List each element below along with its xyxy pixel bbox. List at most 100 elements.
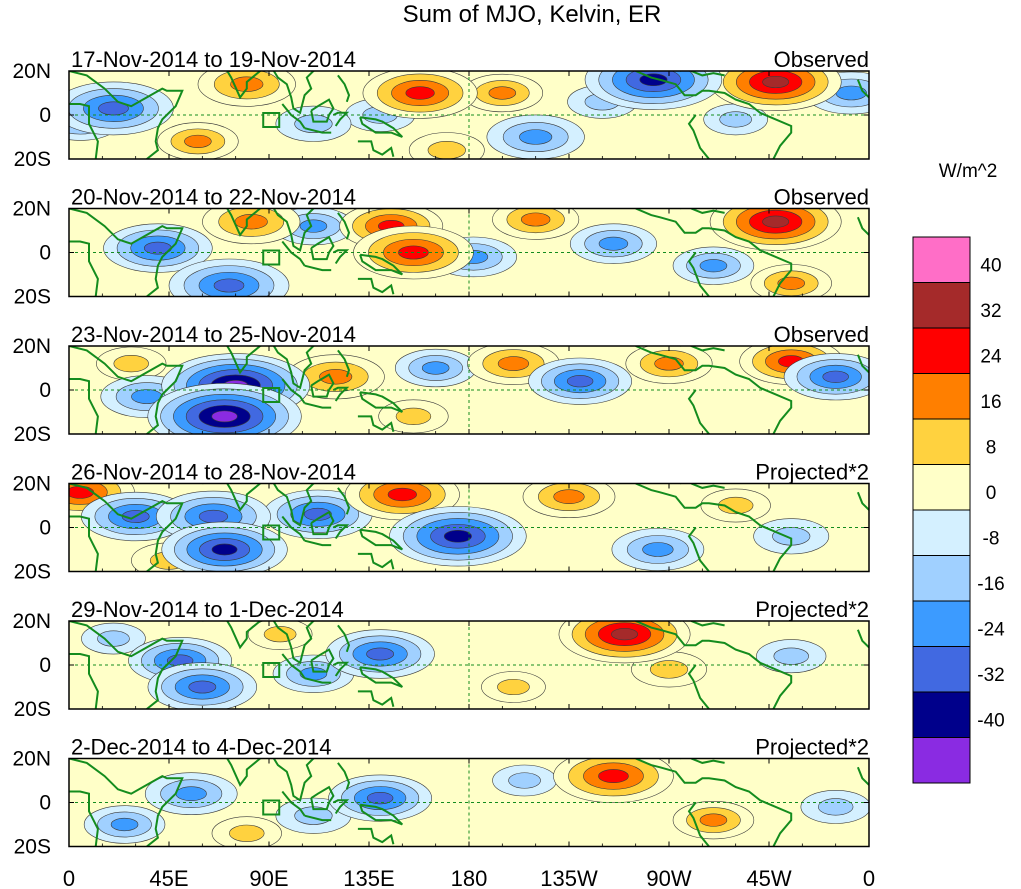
colorbar-swatch xyxy=(912,236,971,283)
y-tick-label: 20S xyxy=(14,148,51,171)
anomaly-contour xyxy=(519,129,553,145)
coastline xyxy=(69,208,184,297)
coastline xyxy=(337,762,351,790)
coastline xyxy=(310,785,335,811)
anomaly-contour xyxy=(566,375,594,388)
map-panel: 20N 0 20S 2-Dec-2014 to 4-Dec-2014 Projected… xyxy=(12,735,870,859)
colorbar-level-label: -8 xyxy=(983,529,1000,550)
coastline xyxy=(635,346,793,434)
coastline xyxy=(687,664,710,709)
coastline xyxy=(680,483,682,485)
map-panels: 20N 0 20S 17-Nov-2014 to 19-Nov-2014 Observe… xyxy=(12,47,870,859)
anomaly-contour xyxy=(113,355,149,373)
coastline xyxy=(304,539,332,547)
coastline xyxy=(281,103,306,129)
coastline xyxy=(281,240,306,267)
coastline xyxy=(635,71,793,159)
coastline xyxy=(690,71,725,77)
anomaly-contour xyxy=(213,278,245,293)
y-tick-label: 0 xyxy=(39,242,51,265)
anomaly-contour xyxy=(229,824,265,842)
coastline xyxy=(357,690,395,708)
anomaly-contour xyxy=(598,769,629,784)
coastline xyxy=(332,249,350,265)
colorbar-level-label: 0 xyxy=(986,483,997,504)
x-tick-label: 90E xyxy=(249,866,288,889)
coastline xyxy=(332,386,350,402)
anomaly-contour xyxy=(773,647,809,665)
coastline xyxy=(359,803,404,826)
anomaly-contour xyxy=(520,212,551,227)
panel-status-label: Observed xyxy=(774,185,869,210)
anomaly-contour xyxy=(188,680,217,694)
panel-period-label: 29-Nov-2014 to 1-Dec-2014 xyxy=(71,597,344,622)
panel-period-label: 2-Dec-2014 to 4-Dec-2014 xyxy=(71,735,331,760)
coastline xyxy=(635,483,793,572)
anomaly-contour xyxy=(642,542,674,557)
coastline xyxy=(202,758,315,802)
colorbar-swatch xyxy=(912,509,971,556)
coastline xyxy=(310,373,335,398)
x-tick-label: 180 xyxy=(451,866,488,889)
colorbar-level-label: 32 xyxy=(980,301,1001,322)
panel-period-label: 23-Nov-2014 to 25-Nov-2014 xyxy=(71,322,356,347)
anomaly-contour xyxy=(303,507,332,521)
coastline xyxy=(332,799,350,815)
anomaly-contour xyxy=(719,111,752,128)
panel-status-label: Projected*2 xyxy=(755,735,869,760)
coastline xyxy=(304,264,332,272)
y-tick-label: 20N xyxy=(12,60,51,83)
anomaly-contour xyxy=(427,141,466,159)
y-tick-label: 20S xyxy=(14,423,51,446)
y-tick-label: 20N xyxy=(12,198,51,221)
anomaly-contour xyxy=(69,485,95,499)
colorbar-level-label: -32 xyxy=(977,665,1004,686)
coastline xyxy=(635,621,793,709)
colorbar-swatch xyxy=(912,373,971,420)
coastline xyxy=(856,354,869,374)
reference-box xyxy=(262,799,281,816)
anomaly-contour xyxy=(699,813,728,827)
panel-period-label: 20-Nov-2014 to 22-Nov-2014 xyxy=(71,185,356,210)
coastline xyxy=(304,677,332,684)
anomaly-contour xyxy=(488,86,517,100)
colorbar-swatch xyxy=(912,327,971,374)
coastline xyxy=(69,483,184,572)
coastline xyxy=(680,208,682,210)
y-tick-label: 20N xyxy=(12,748,51,771)
coastline xyxy=(69,621,184,709)
x-tick-label: 45E xyxy=(149,866,188,889)
coastline xyxy=(357,827,395,845)
colorbar-swatch xyxy=(912,737,971,784)
colorbar-swatch xyxy=(912,555,971,602)
anomaly-field xyxy=(69,71,869,159)
coastline xyxy=(281,790,306,817)
coastline xyxy=(680,346,682,347)
y-tick-label: 20N xyxy=(12,335,51,358)
x-tick-label: 90W xyxy=(646,866,691,889)
colorbar-level-label: 24 xyxy=(980,347,1002,368)
y-tick-label: 0 xyxy=(39,792,51,815)
anomaly-contour xyxy=(497,678,530,696)
x-axis: 0 45E 90E 135E 180 135W 90W 45W 0 xyxy=(63,866,875,889)
coastline xyxy=(690,621,725,627)
anomaly-contour xyxy=(211,543,238,556)
anomaly-contour xyxy=(762,75,790,89)
coastline xyxy=(337,74,351,103)
panel-period-label: 17-Nov-2014 to 19-Nov-2014 xyxy=(71,47,356,72)
coastline xyxy=(202,346,315,390)
reference-box xyxy=(262,249,281,266)
coastline xyxy=(69,346,184,434)
coastline xyxy=(337,212,351,240)
coastline xyxy=(281,653,306,679)
anomaly-contour xyxy=(184,134,212,148)
anomaly-contour xyxy=(405,86,435,100)
coastline xyxy=(337,487,351,515)
colorbar-level-label: 16 xyxy=(980,392,1001,413)
coastline xyxy=(337,349,351,378)
reference-box xyxy=(262,524,281,541)
anomaly-contour xyxy=(762,215,790,228)
anomaly-contour xyxy=(497,356,530,371)
colorbar-level-label: -24 xyxy=(977,620,1005,641)
anomaly-contour xyxy=(211,410,238,423)
